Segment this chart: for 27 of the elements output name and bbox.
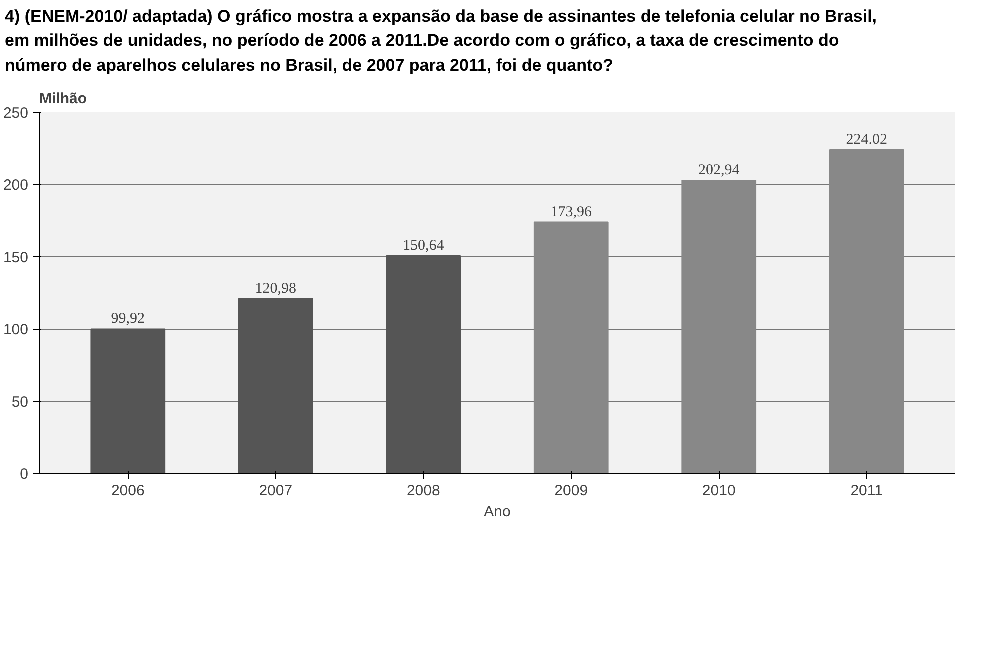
y-tick-label: 150 xyxy=(3,249,29,266)
chart-title: 4) (ENEM-2010/ adaptada) O gráfico mostra a expansão da base de assinantes de telefonia celular no Brasil, em milhões de unidades, no período de 2006 a 2011.De acordo com o gráfico, a taxa de crescimento do número de aparelhos celulares no Brasil, de 2007 para 2011, foi de quanto? xyxy=(5,6,878,77)
data-label: 202,94 xyxy=(698,162,740,178)
data-label: 99,92 xyxy=(111,311,146,328)
bar xyxy=(829,149,904,474)
data-label: 150,64 xyxy=(403,238,445,254)
bar xyxy=(386,255,462,474)
data-label: 120,98 xyxy=(255,280,297,297)
bar xyxy=(90,328,166,474)
x-tick-label: 2008 xyxy=(406,482,440,500)
y-axis-title: Milhão xyxy=(40,90,87,108)
bar xyxy=(238,298,314,474)
y-tick-label: 0 xyxy=(20,466,28,483)
x-tick-label: 2010 xyxy=(702,482,736,500)
y-tick-label: 250 xyxy=(3,104,29,122)
x-tick-label: 2006 xyxy=(111,482,145,500)
x-axis-title: Ano xyxy=(484,503,511,520)
y-tick-label: 200 xyxy=(3,177,29,194)
x-tick-label: 2009 xyxy=(554,482,588,500)
y-tick-label: 50 xyxy=(12,394,29,411)
bar xyxy=(534,222,609,474)
data-label: 224.02 xyxy=(846,132,888,148)
x-tick-label: 2011 xyxy=(850,482,883,500)
bar xyxy=(682,180,757,474)
data-label: 173,96 xyxy=(550,204,592,220)
y-tick-label: 100 xyxy=(3,321,29,338)
x-tick-label: 2007 xyxy=(259,482,293,500)
